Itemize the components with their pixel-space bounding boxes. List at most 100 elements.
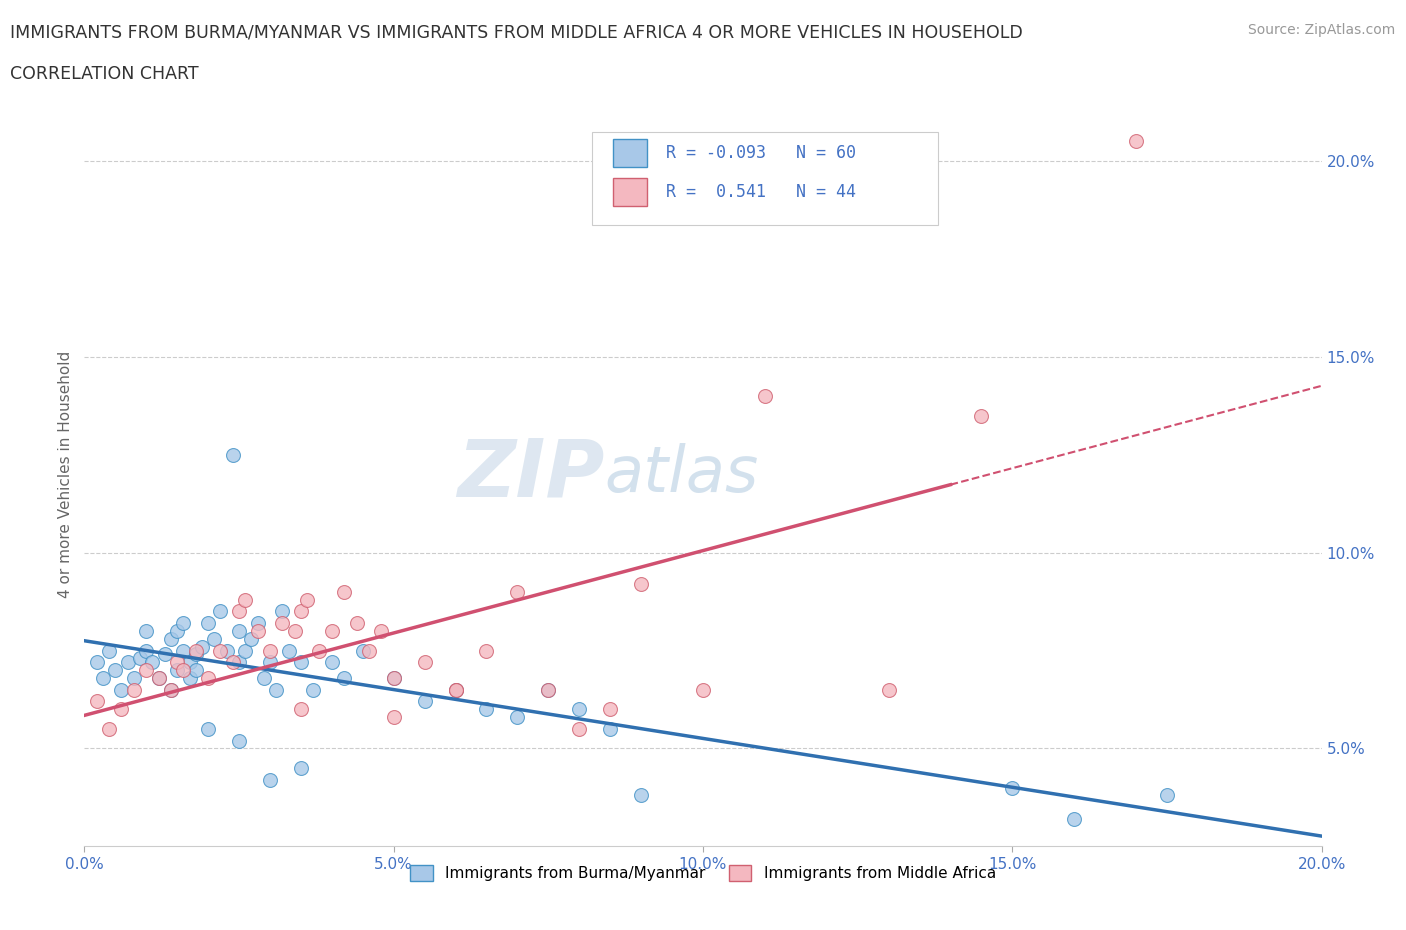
Point [333,584,356,599]
FancyBboxPatch shape [613,179,647,206]
Point [370,623,392,638]
Point [209,643,232,658]
Point [599,722,621,737]
Point [475,702,498,717]
Text: R = -0.093   N = 60: R = -0.093 N = 60 [666,144,856,162]
Text: CORRELATION CHART: CORRELATION CHART [10,65,198,83]
Point [135,623,157,638]
Point [290,604,312,618]
Point [754,389,776,404]
Point [179,655,201,670]
Point [160,683,183,698]
Point [1156,788,1178,803]
Point [148,671,170,685]
Point [475,643,498,658]
Point [1063,812,1085,827]
Point [228,623,250,638]
Point [148,671,170,685]
Point [233,643,256,658]
Point [153,647,176,662]
Point [122,671,145,685]
Point [259,655,281,670]
Point [209,604,232,618]
Point [129,651,152,666]
Point [290,702,312,717]
Point [184,647,207,662]
Point [160,683,183,698]
Point [537,683,560,698]
Point [179,671,201,685]
Point [290,655,312,670]
Point [321,655,343,670]
Point [277,643,299,658]
Point [352,643,374,658]
Text: R =  0.541   N = 44: R = 0.541 N = 44 [666,183,856,201]
Point [246,616,269,631]
Point [86,655,108,670]
Point [184,643,207,658]
Point [98,643,121,658]
Point [537,683,560,698]
Point [271,616,294,631]
Point [172,643,194,658]
Point [413,655,436,670]
Point [692,683,714,698]
Point [141,655,163,670]
Point [506,584,529,599]
Point [568,702,591,717]
Point [599,702,621,717]
Point [228,655,250,670]
Point [202,631,225,646]
Point [259,643,281,658]
Text: IMMIGRANTS FROM BURMA/MYANMAR VS IMMIGRANTS FROM MIDDLE AFRICA 4 OR MORE VEHICLE: IMMIGRANTS FROM BURMA/MYANMAR VS IMMIGRA… [10,23,1022,41]
Point [172,663,194,678]
Point [98,722,121,737]
Point [413,694,436,709]
Point [264,683,287,698]
Point [228,733,250,748]
Point [110,702,132,717]
Point [166,655,188,670]
Point [222,655,245,670]
Point [122,683,145,698]
Point [630,788,652,803]
Point [172,616,194,631]
Point [444,683,467,698]
Point [228,604,250,618]
Point [135,643,157,658]
Point [166,623,188,638]
Y-axis label: 4 or more Vehicles in Household: 4 or more Vehicles in Household [58,351,73,598]
Point [444,683,467,698]
Point [160,631,183,646]
Point [259,772,281,787]
Point [117,655,139,670]
Text: atlas: atlas [605,444,758,505]
Point [1001,780,1024,795]
Point [222,447,245,462]
Point [191,639,214,654]
Point [135,663,157,678]
Point [104,663,127,678]
Point [290,761,312,776]
Point [346,616,368,631]
Point [357,643,380,658]
Point [246,623,269,638]
Point [506,710,529,724]
Point [91,671,114,685]
Point [295,592,318,607]
Point [321,623,343,638]
Point [184,663,207,678]
FancyBboxPatch shape [613,139,647,167]
Point [215,643,238,658]
Point [110,683,132,698]
Point [382,671,405,685]
Point [568,722,591,737]
Point [308,643,330,658]
Point [197,616,219,631]
Point [197,671,219,685]
Point [444,683,467,698]
Legend: Immigrants from Burma/Myanmar, Immigrants from Middle Africa: Immigrants from Burma/Myanmar, Immigrant… [404,858,1002,887]
FancyBboxPatch shape [592,132,938,225]
Point [970,408,993,423]
Point [233,592,256,607]
